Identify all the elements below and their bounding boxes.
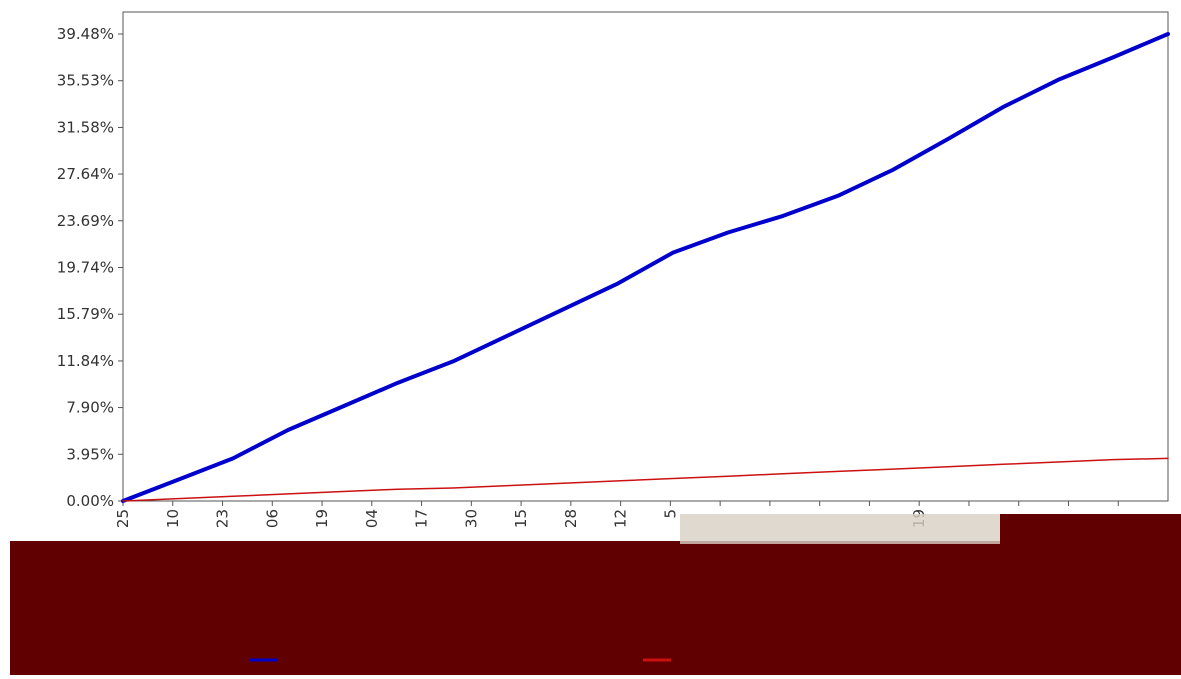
series-line-2 xyxy=(122,457,1169,502)
x-tick-label: 5 xyxy=(661,509,679,519)
x-tick-label: 19 xyxy=(313,509,331,528)
y-tick-label: 7.90% xyxy=(66,399,114,417)
x-tick-label: 25 xyxy=(114,509,132,528)
y-tick-label: 27.64% xyxy=(57,165,114,183)
legend-band xyxy=(10,541,1181,675)
series-line-1 xyxy=(121,32,1170,503)
y-tick-label: 3.95% xyxy=(66,445,114,463)
y-tick-label: 19.74% xyxy=(57,259,114,277)
axes xyxy=(118,11,1169,506)
y-tick-label: 35.53% xyxy=(57,72,114,90)
bottom-overlay xyxy=(10,514,1181,675)
x-axis-tick-labels: 2510230619041730152812519 xyxy=(114,509,928,528)
series-lines xyxy=(121,32,1170,503)
obscured-area xyxy=(680,514,1000,544)
x-tick-label: 30 xyxy=(462,509,480,528)
x-tick-label: 10 xyxy=(164,509,182,528)
x-tick-label: 15 xyxy=(512,509,530,528)
y-tick-label: 11.84% xyxy=(57,352,114,370)
x-tick-label: 23 xyxy=(214,509,232,528)
x-tick-label: 28 xyxy=(562,509,580,528)
y-tick-label: 39.48% xyxy=(57,25,114,43)
y-tick-label: 31.58% xyxy=(57,118,114,136)
legend-band-top xyxy=(1000,514,1181,544)
plot-frame xyxy=(122,11,1169,502)
y-tick-label: 23.69% xyxy=(57,212,114,230)
x-tick-label: 17 xyxy=(413,509,431,528)
x-tick-label: 06 xyxy=(263,509,281,528)
x-tick-label: 12 xyxy=(612,509,630,528)
y-tick-label: 0.00% xyxy=(66,492,114,510)
x-tick-label: 04 xyxy=(363,509,381,528)
y-axis-tick-labels: 0.00% 3.95% 7.90% 11.84% 15.79% 19.74% 23.69% 2… xyxy=(57,25,114,510)
y-tick-label: 15.79% xyxy=(57,305,114,323)
